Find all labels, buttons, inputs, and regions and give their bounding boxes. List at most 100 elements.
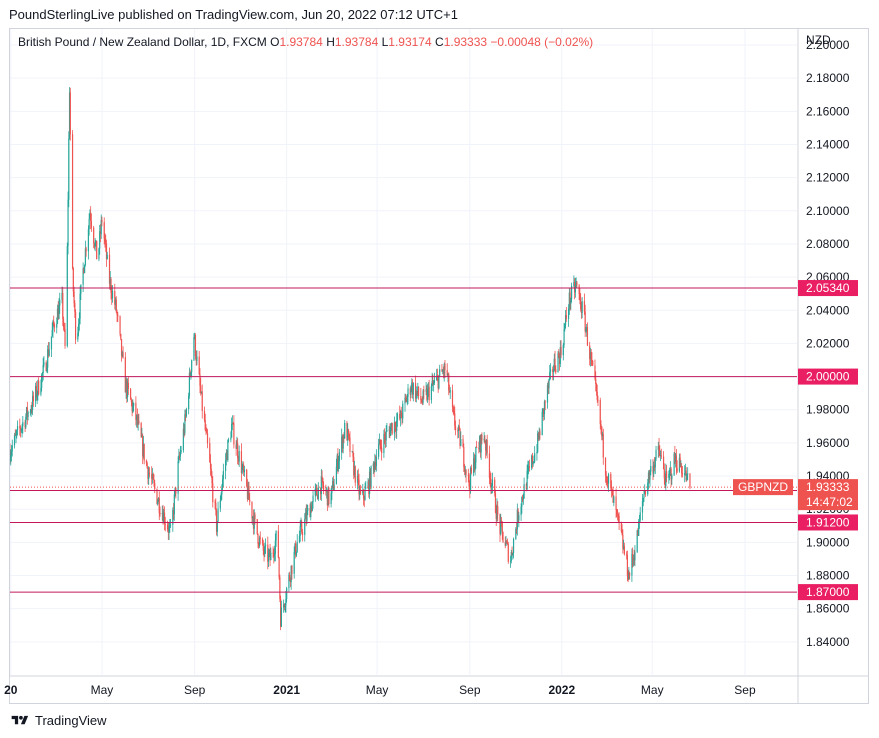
candle-body [194,334,197,356]
candle-body [641,501,644,513]
candle-body [204,420,206,430]
candle-body [296,542,298,552]
candle-body [138,420,140,424]
currency-label: NZD [806,33,831,47]
candle-body [649,471,651,480]
candle-body [365,487,367,489]
candle-body [483,438,485,441]
candle-body [638,521,640,536]
candle-body [310,505,312,518]
candle-body [236,443,238,449]
candle-body [358,479,360,495]
candle-body [378,439,380,445]
candle-body [359,489,361,495]
candle-body [520,506,522,516]
candle-body [599,400,601,425]
candle-body [475,446,477,463]
candle-body [121,352,123,356]
candle-body [410,389,412,395]
candle-body [533,461,535,463]
candle-body [601,426,603,437]
candle-body [549,369,552,373]
candle-body [119,316,121,334]
candle-body [226,452,228,461]
candle-body [568,292,570,309]
candle-body [41,374,43,388]
candle-body [463,467,466,472]
candle-body [314,488,316,496]
candle-body [90,212,92,222]
candle-body [626,554,628,576]
candle-body [443,364,445,375]
candle-body [347,429,349,441]
candle-body [21,426,23,430]
candle-body [68,92,71,139]
chart-frame [9,28,869,704]
candle-body [452,407,454,411]
candle-body [87,229,89,252]
candle-body [659,455,662,457]
candle-body [195,355,197,362]
footer-brand[interactable]: TradingView [10,713,107,728]
candle-body [460,439,462,447]
candle-body [689,473,691,488]
candle-body [184,414,186,433]
candle-body [69,92,71,135]
candle-body [51,330,53,337]
candle-body [114,290,116,305]
candle-body [130,388,132,400]
candle-body [120,339,123,356]
candle-body [605,475,607,481]
candle-body [82,268,84,285]
time-tick-label: 2021 [273,683,300,697]
candle-body [99,231,101,249]
candle-body [264,544,267,547]
candle-body [405,397,407,399]
candle-body [312,495,314,502]
candle-body [543,408,545,415]
candle-body [479,436,481,450]
candle-body [516,509,518,530]
candle-body [61,292,63,300]
candle-body [415,390,417,399]
candle-body [364,488,366,500]
candle-body [575,282,577,285]
candle-body [391,423,393,434]
candle-body [522,498,524,500]
candle-body [168,526,170,533]
price-tick-label: 2.04000 [806,303,850,317]
candle-body [212,483,214,503]
candle-body [194,334,196,338]
time-tick-label: May [91,683,114,697]
candle-body [157,501,159,505]
candle-body [133,402,135,406]
candle-body [209,443,211,463]
candle-body [555,369,557,373]
candle-body [126,382,129,398]
candle-body [79,293,81,319]
candle-body [193,337,195,361]
candle-body [447,373,449,376]
candle-body [73,291,75,304]
candle-body [632,557,635,561]
candle-body [299,525,301,536]
candle-body [400,410,402,418]
candle-body [274,540,276,554]
candle-body [254,514,256,520]
candle-body [627,575,629,580]
candle-body [189,372,191,376]
candle-body [409,388,411,395]
candle-body [104,238,106,242]
candle-body [316,495,319,500]
candle-body [433,380,436,384]
candle-body [368,481,370,494]
candle-body [117,314,119,317]
candle-body [650,466,652,472]
candle-body [215,503,217,511]
candle-body [557,353,559,373]
candle-body [652,466,654,474]
candle-body [253,514,255,529]
candle-body [52,321,54,331]
candle-body [200,385,202,394]
